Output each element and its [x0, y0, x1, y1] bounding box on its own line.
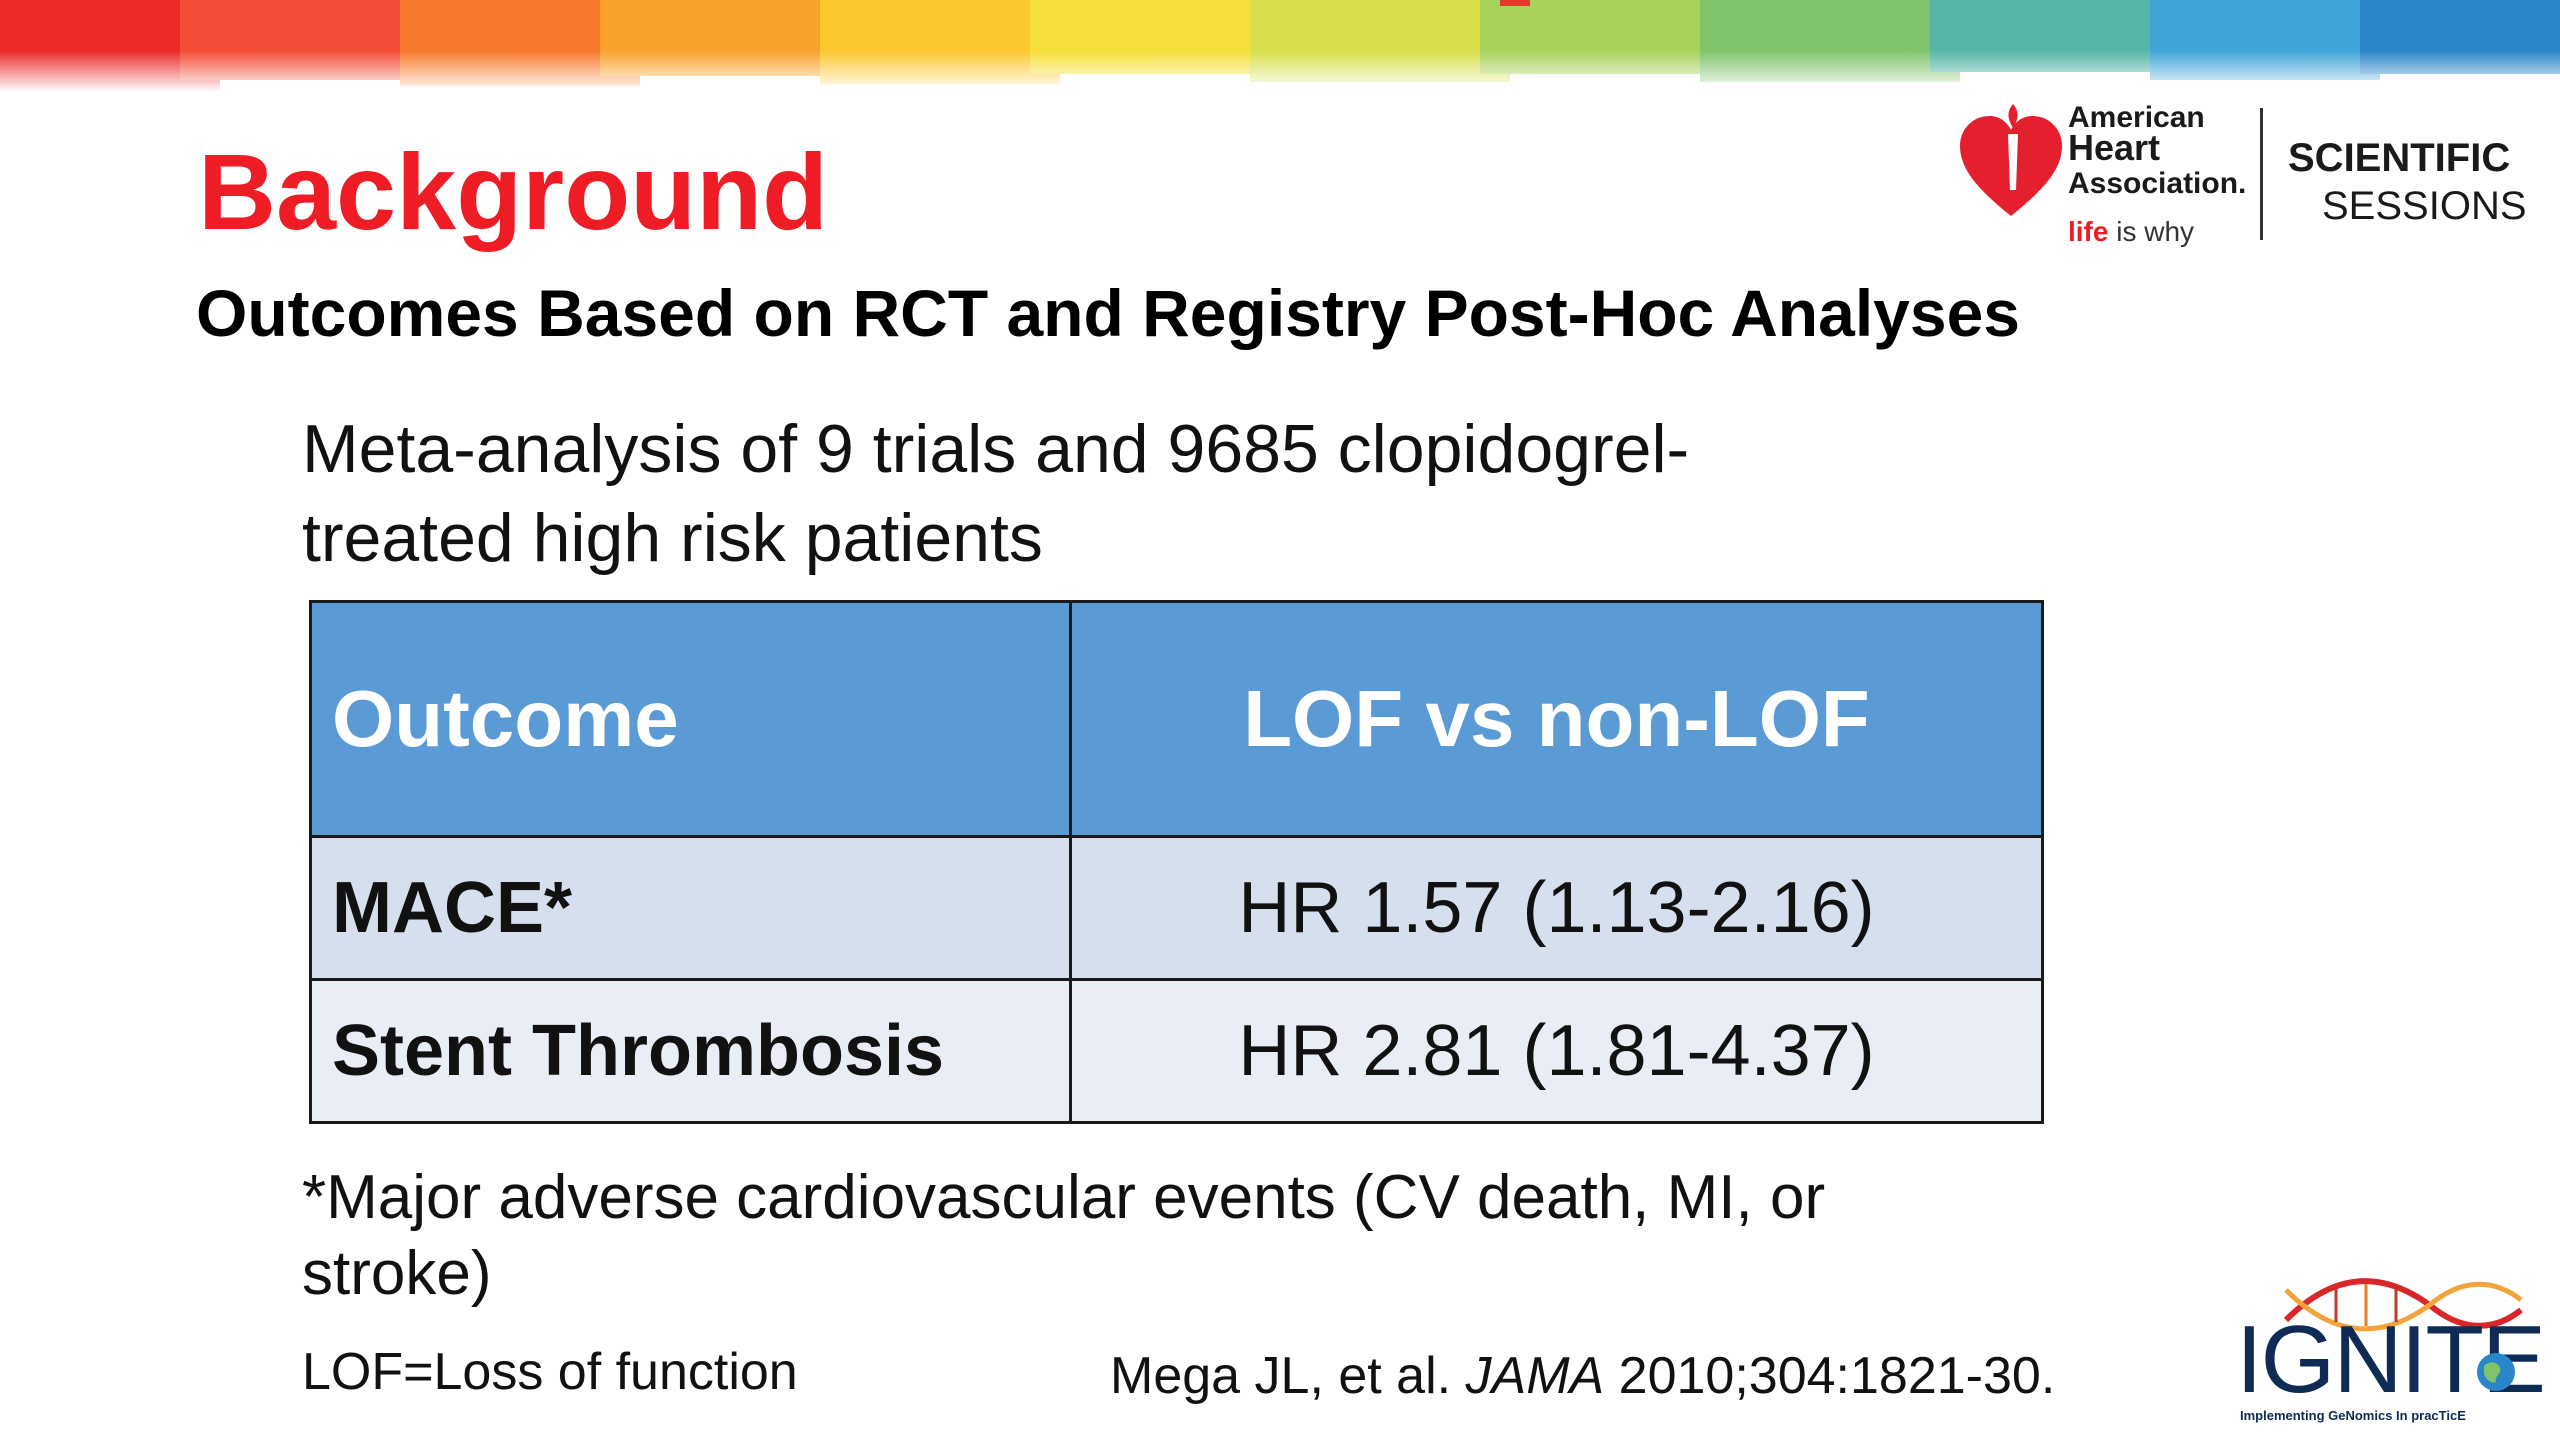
scientific-label: SCIENTIFIC	[2288, 136, 2511, 180]
aha-scientific-sessions-logo: American Heart Association. life is why …	[1950, 88, 2527, 260]
aha-name-line-2: Heart	[2068, 127, 2161, 168]
table-row: Stent Thrombosis HR 2.81 (1.81-4.37)	[309, 978, 2044, 1124]
aha-name-line-3: Association.	[2068, 167, 2247, 200]
ignite-tagline: Implementing GeNomics In pracTicE	[2240, 1408, 2466, 1423]
aha-tagline: life is why	[2068, 216, 2194, 248]
header-outcome: Outcome	[309, 600, 1072, 838]
aha-name-line-1: American	[2068, 101, 2205, 134]
aha-tagline-life: life	[2068, 216, 2109, 247]
intro-text: Meta-analysis of 9 trials and 9685 clopi…	[302, 405, 2002, 583]
row-hazard-ratio: HR 1.57 (1.13-2.16)	[1069, 835, 2044, 981]
table-row: MACE* HR 1.57 (1.13-2.16)	[309, 835, 2044, 981]
decorative-banner	[0, 0, 2560, 92]
row-outcome: MACE*	[309, 835, 1072, 981]
citation-journal: JAMA	[1465, 1347, 1605, 1405]
footnote-line-2: stroke)	[302, 1239, 492, 1308]
sessions-label: SESSIONS	[2322, 184, 2527, 228]
aha-tagline-rest: is why	[2116, 216, 2195, 247]
row-hazard-ratio: HR 2.81 (1.81-4.37)	[1069, 978, 2044, 1124]
slide-title: Background	[198, 131, 829, 252]
outcomes-table: Outcome LOF vs non-LOF MACE* HR 1.57 (1.…	[309, 600, 2044, 1124]
footnote: *Major adverse cardiovascular events (CV…	[302, 1160, 2002, 1312]
citation-details: 2010;304:1821-30.	[1618, 1347, 2056, 1405]
slide-subtitle: Outcomes Based on RCT and Registry Post-…	[196, 276, 2020, 350]
table-header-row: Outcome LOF vs non-LOF	[309, 600, 2044, 838]
row-outcome: Stent Thrombosis	[309, 978, 1072, 1124]
logo-divider	[2260, 108, 2263, 240]
intro-line-2: treated high risk patients	[302, 500, 1043, 576]
footnote-line-1: *Major adverse cardiovascular events (CV…	[302, 1163, 1826, 1232]
ignite-logo: IGNITE Implementing GeNomics In pracTicE	[2236, 1270, 2546, 1430]
heart-torch-icon	[1960, 104, 2062, 216]
banner-fade	[0, 0, 2560, 92]
citation: Mega JL, et al. JAMA 2010;304:1821-30.	[1110, 1346, 2055, 1406]
intro-line-1: Meta-analysis of 9 trials and 9685 clopi…	[302, 411, 1690, 487]
citation-author: Mega JL, et al.	[1110, 1347, 1452, 1405]
header-lof-vs-non-lof: LOF vs non-LOF	[1069, 600, 2044, 838]
globe-icon	[2477, 1353, 2515, 1391]
dna-helix-icon	[2283, 1278, 2523, 1332]
abbreviation-note: LOF=Loss of function	[302, 1343, 798, 1401]
